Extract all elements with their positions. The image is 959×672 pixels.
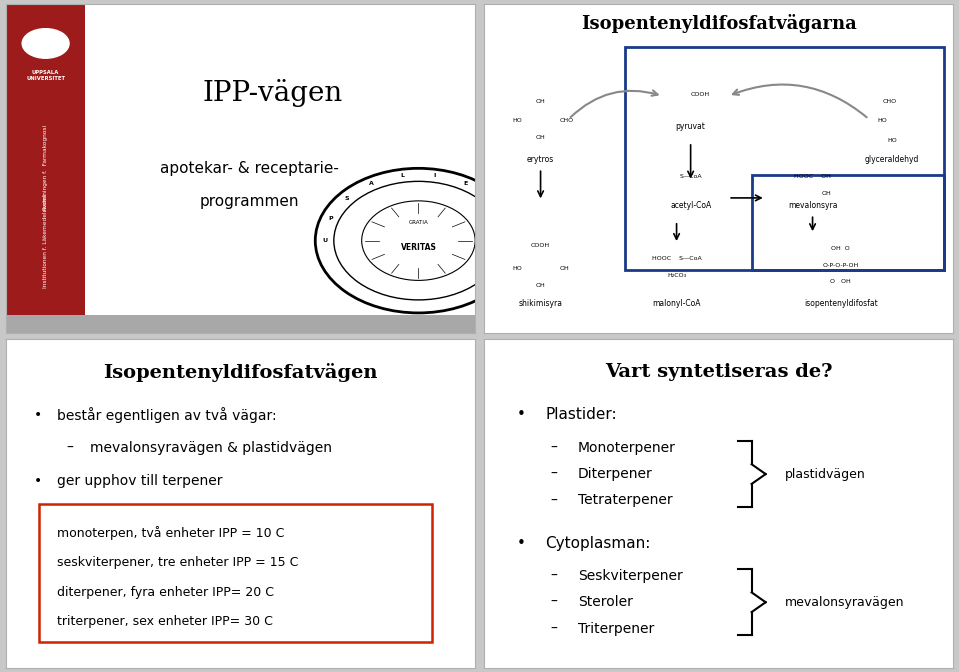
Text: pyruvat: pyruvat: [676, 122, 706, 131]
Text: HO: HO: [887, 138, 897, 143]
Text: HOOC    S―CoA: HOOC S―CoA: [652, 256, 701, 261]
Text: •: •: [34, 474, 42, 488]
Text: shikimisyra: shikimisyra: [519, 299, 563, 308]
Text: O   OH: O OH: [830, 280, 851, 284]
Text: –: –: [550, 595, 557, 610]
Text: programmen: programmen: [199, 194, 299, 209]
Text: Tetraterpener: Tetraterpener: [578, 493, 672, 507]
Text: –: –: [550, 569, 557, 583]
Text: Avdelningen f.  Farmakognosi: Avdelningen f. Farmakognosi: [43, 125, 48, 212]
Text: O-P-O-P-OH: O-P-O-P-OH: [823, 263, 859, 268]
Text: –: –: [67, 441, 74, 455]
Text: monoterpen, två enheter IPP = 10 C: monoterpen, två enheter IPP = 10 C: [58, 526, 285, 540]
Text: –: –: [550, 467, 557, 481]
Text: mevalonsyravägen & plastidvägen: mevalonsyravägen & plastidvägen: [90, 441, 332, 455]
Text: OH  O: OH O: [831, 247, 850, 251]
Text: diterpener, fyra enheter IPP= 20 C: diterpener, fyra enheter IPP= 20 C: [58, 586, 274, 599]
Text: HO: HO: [512, 118, 522, 124]
Text: triterpener, sex enheter IPP= 30 C: triterpener, sex enheter IPP= 30 C: [58, 616, 273, 628]
Text: UPPSALA
UNIVERSITET: UPPSALA UNIVERSITET: [26, 70, 65, 81]
Text: OH: OH: [559, 266, 569, 271]
Text: Vart syntetiseras de?: Vart syntetiseras de?: [605, 364, 832, 381]
Text: HO: HO: [877, 118, 888, 124]
Text: Isopentenyldifosfatvägen: Isopentenyldifosfatvägen: [103, 363, 378, 382]
Text: acetyl-CoA: acetyl-CoA: [670, 201, 712, 210]
Text: Institutionen f. Läkemedelskemi: Institutionen f. Läkemedelskemi: [43, 194, 48, 288]
Text: –: –: [550, 441, 557, 455]
Text: OH: OH: [536, 283, 546, 288]
Text: VERITAS: VERITAS: [401, 243, 436, 253]
Text: S: S: [504, 216, 509, 220]
Text: glyceraldehyd: glyceraldehyd: [865, 155, 920, 164]
Text: U: U: [322, 238, 327, 243]
Text: Diterpener: Diterpener: [578, 467, 653, 481]
Text: Seskviterpener: Seskviterpener: [578, 569, 683, 583]
Text: plastidvägen: plastidvägen: [784, 468, 865, 480]
Text: malonyl-CoA: malonyl-CoA: [652, 299, 701, 308]
Text: Plastider:: Plastider:: [546, 407, 617, 423]
Text: •: •: [34, 408, 42, 422]
Text: OH: OH: [536, 99, 546, 103]
Text: S―CoA: S―CoA: [679, 174, 702, 179]
Text: P: P: [328, 216, 333, 220]
Text: I: I: [433, 173, 436, 178]
Text: OH: OH: [536, 135, 546, 140]
Bar: [38, 504, 433, 642]
Text: N: N: [488, 196, 493, 201]
Text: isopentenyldifosfat: isopentenyldifosfat: [804, 299, 877, 308]
Text: CHO: CHO: [559, 118, 573, 124]
Text: mevalonsyravägen: mevalonsyravägen: [784, 596, 904, 609]
Text: –: –: [550, 622, 557, 636]
Text: mevalonsyra: mevalonsyra: [787, 201, 837, 210]
Text: •: •: [517, 536, 526, 550]
Text: GRATIA: GRATIA: [409, 220, 429, 225]
Bar: [752, 175, 944, 270]
Text: apotekar- & receptarie-: apotekar- & receptarie-: [160, 161, 339, 176]
Bar: [6, 4, 85, 333]
Text: IPP-vägen: IPP-vägen: [203, 79, 343, 107]
Text: HO: HO: [512, 266, 522, 271]
Ellipse shape: [22, 29, 69, 58]
Bar: [6, 314, 475, 333]
Text: E: E: [463, 181, 467, 186]
Text: S: S: [344, 196, 349, 201]
Text: erytros: erytros: [526, 155, 554, 164]
Text: Isopentenyldifosfatvägarna: Isopentenyldifosfatvägarna: [581, 14, 856, 33]
Circle shape: [316, 169, 522, 313]
Text: HOOC    OH: HOOC OH: [794, 174, 831, 179]
Text: Monoterpener: Monoterpener: [578, 441, 676, 455]
Text: H₂CO₃: H₂CO₃: [667, 273, 687, 278]
Text: A: A: [369, 181, 374, 186]
Text: seskviterpener, tre enheter IPP = 15 C: seskviterpener, tre enheter IPP = 15 C: [58, 556, 298, 569]
Text: Triterpener: Triterpener: [578, 622, 654, 636]
Bar: [625, 47, 944, 270]
Text: består egentligen av två vägar:: består egentligen av två vägar:: [58, 407, 277, 423]
Text: ger upphov till terpener: ger upphov till terpener: [58, 474, 222, 488]
Text: COOH: COOH: [531, 243, 550, 248]
Text: •: •: [517, 407, 526, 423]
Text: CHO: CHO: [883, 99, 897, 103]
Text: –: –: [550, 493, 557, 507]
Text: OH: OH: [822, 191, 831, 196]
Text: L: L: [400, 173, 404, 178]
Text: Steroler: Steroler: [578, 595, 633, 610]
Text: COOH: COOH: [690, 92, 710, 97]
Text: Cytoplasman:: Cytoplasman:: [546, 536, 650, 550]
